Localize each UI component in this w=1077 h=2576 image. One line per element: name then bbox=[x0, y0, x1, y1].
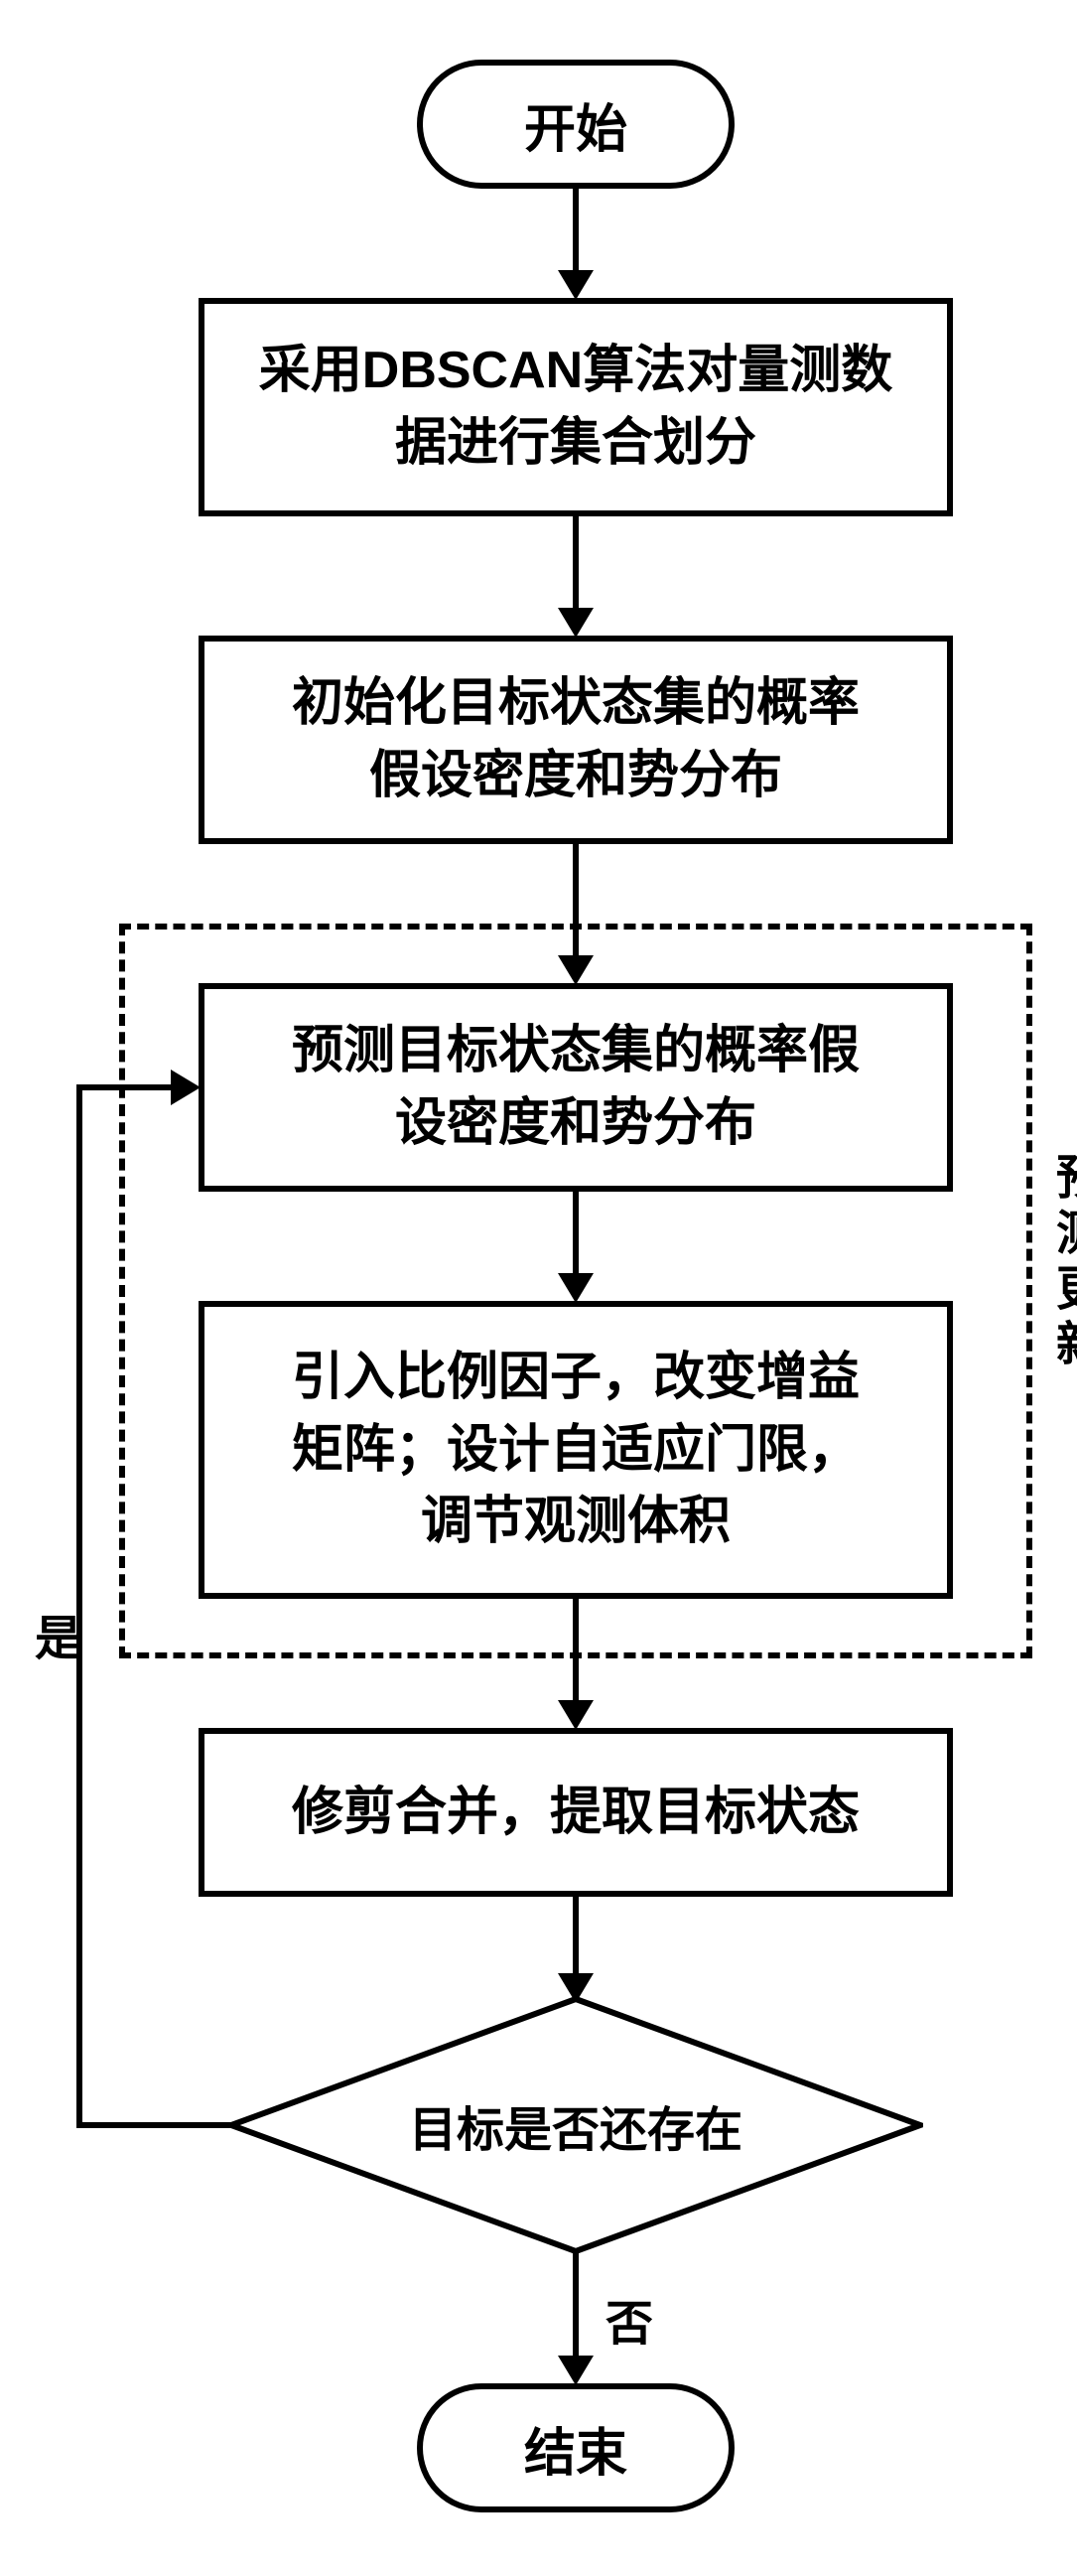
arrow-head bbox=[558, 270, 594, 300]
step1-node: 采用DBSCAN算法对量测数据进行集合划分 bbox=[199, 298, 953, 516]
arrow-head bbox=[558, 608, 594, 638]
edge bbox=[573, 516, 579, 611]
step1-label: 采用DBSCAN算法对量测数据进行集合划分 bbox=[259, 335, 892, 480]
step2-node: 初始化目标状态集的概率假设密度和势分布 bbox=[199, 636, 953, 844]
edge bbox=[573, 1897, 579, 1976]
step5-node: 修剪合并，提取目标状态 bbox=[199, 1728, 953, 1897]
arrow-head bbox=[558, 1700, 594, 1730]
arrow-head bbox=[558, 2356, 594, 2385]
edge bbox=[79, 2122, 238, 2128]
step2-label: 初始化目标状态集的概率假设密度和势分布 bbox=[292, 667, 860, 812]
edge bbox=[573, 2244, 579, 2359]
edge bbox=[573, 844, 579, 958]
edge bbox=[573, 189, 579, 273]
edge bbox=[573, 1599, 579, 1703]
edge-label-no: 否 bbox=[606, 2284, 653, 2354]
step4-node: 引入比例因子，改变增益矩阵；设计自适应门限，调节观测体积 bbox=[199, 1301, 953, 1599]
step3-label: 预测目标状态集的概率假设密度和势分布 bbox=[292, 1015, 860, 1160]
arrow-head bbox=[558, 955, 594, 985]
flowchart-canvas: 预测更新 否 是 开始 采用DBSCAN算法对量测数据进行集合划分 初始化目标状… bbox=[0, 0, 1077, 2576]
edge bbox=[573, 1192, 579, 1276]
edge-label-yes: 是 bbox=[35, 1599, 82, 1668]
step4-label: 引入比例因子，改变增益矩阵；设计自适应门限，调节观测体积 bbox=[292, 1342, 860, 1558]
step5-label: 修剪合并，提取目标状态 bbox=[292, 1777, 860, 1849]
step3-node: 预测目标状态集的概率假设密度和势分布 bbox=[199, 983, 953, 1192]
arrow-head bbox=[171, 1070, 201, 1105]
arrow-head bbox=[558, 1273, 594, 1303]
end-label: 结束 bbox=[524, 2411, 627, 2486]
predict-update-label: 预测更新 bbox=[1039, 1152, 1077, 1374]
start-node: 开始 bbox=[417, 60, 735, 189]
end-node: 结束 bbox=[417, 2383, 735, 2512]
decision-node: 目标是否还存在 bbox=[228, 1996, 923, 2254]
edge bbox=[79, 1084, 174, 1090]
decision-label: 目标是否还存在 bbox=[409, 2090, 742, 2160]
start-label: 开始 bbox=[524, 87, 627, 162]
